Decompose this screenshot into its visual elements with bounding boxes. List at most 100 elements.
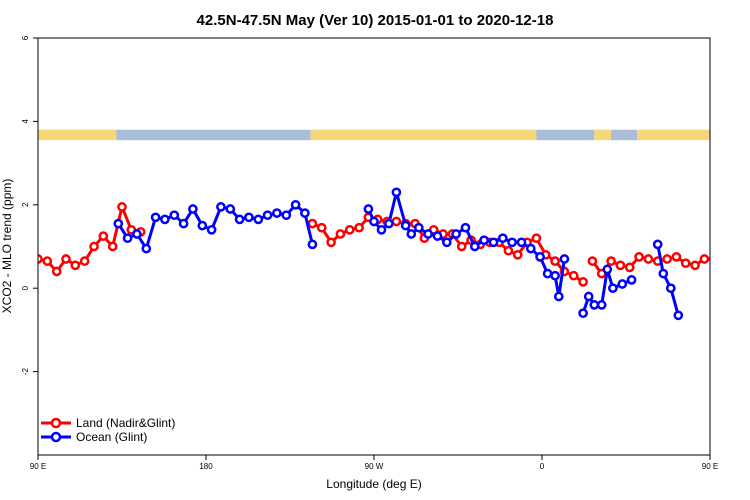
data-point-ocean-glint [150,212,161,223]
legend: Land (Nadir&Glint)Ocean (Glint) [41,416,175,444]
data-point-ocean-glint [178,218,189,229]
data-point-land-nadir-glint [578,277,588,287]
data-point-ocean-glint [535,252,545,262]
series-ocean-glint [113,187,684,321]
data-point-land-nadir-glint [587,256,598,266]
data-point-ocean-glint [225,204,236,214]
y-tick-label: 0 [21,285,30,290]
data-point-ocean-glint [608,283,618,294]
legend-swatch-marker [50,417,62,429]
data-point-ocean-glint [507,237,517,248]
data-point-ocean-glint [658,268,669,279]
data-point-ocean-glint [272,208,282,218]
data-point-ocean-glint [626,275,637,285]
x-tick-label: 180 [199,462,213,471]
data-point-ocean-glint [300,208,310,218]
data-point-ocean-glint [469,241,480,252]
data-point-ocean-glint [542,268,553,279]
data-point-land-nadir-glint [89,241,99,252]
data-point-ocean-glint [244,212,254,223]
data-point-ocean-glint [578,308,588,319]
data-point-ocean-glint [665,283,676,294]
data-point-land-nadir-glint [624,262,635,273]
data-point-land-nadir-glint [503,245,514,256]
data-point-land-nadir-glint [680,258,691,269]
data-point-ocean-glint [391,187,402,198]
data-point-ocean-glint [141,243,152,254]
x-tick-label: 90 E [30,462,46,471]
data-point-land-nadir-glint [307,218,318,229]
data-point-land-nadir-glint [550,256,560,266]
data-point-land-nadir-glint [531,233,542,244]
data-point-ocean-glint [188,204,198,214]
data-point-ocean-glint [369,216,379,227]
mask-segment-ocean-3 [536,129,595,141]
legend-label: Ocean (Glint) [76,430,147,444]
legend-item-land-nadir-glint: Land (Nadir&Glint) [41,416,175,430]
data-point-land-nadir-glint [699,254,710,264]
data-point-land-nadir-glint [42,256,53,266]
data-point-ocean-glint [206,224,217,235]
data-point-land-nadir-glint [117,202,127,212]
data-point-land-nadir-glint [98,231,109,241]
data-point-ocean-glint [602,264,613,275]
mask-segment-land-6 [637,129,710,141]
mask-segment-land-0 [38,129,117,141]
y-axis-label: XCO2 - MLO trend (ppm) [0,179,14,314]
data-point-ocean-glint [583,291,594,302]
data-point-land-nadir-glint [344,224,355,235]
data-point-land-nadir-glint [662,254,672,264]
data-point-ocean-glint [413,222,424,233]
data-point-ocean-glint [406,229,417,239]
data-point-land-nadir-glint [107,241,118,252]
y-tick-label: 4 [21,119,30,124]
x-tick-label: 0 [540,462,545,471]
data-point-ocean-glint [525,243,536,254]
data-point-land-nadir-glint [354,222,364,233]
mask-segment-ocean-1 [116,129,311,141]
data-point-land-nadir-glint [456,241,467,252]
data-point-ocean-glint [488,237,499,248]
data-point-ocean-glint [516,237,527,248]
legend-item-ocean-glint: Ocean (Glint) [41,430,147,444]
data-point-land-nadir-glint [61,254,71,264]
data-point-ocean-glint [423,229,433,239]
y-tick-label: -2 [21,367,30,375]
data-point-ocean-glint [307,239,318,250]
data-point-land-nadir-glint [690,260,700,271]
data-point-ocean-glint [197,220,208,231]
data-point-ocean-glint [234,214,245,225]
y-axis: -2 0 2 4 6 [21,35,38,375]
data-point-land-nadir-glint [568,270,579,281]
data-point-ocean-glint [451,229,461,239]
data-point-ocean-glint [216,202,226,212]
data-point-ocean-glint [400,220,411,231]
x-axis-label: Longitude (deg E) [326,477,421,491]
legend-swatch-marker [50,431,62,443]
data-point-land-nadir-glint [79,256,90,266]
data-point-ocean-glint [281,210,292,221]
y-tick-label: 2 [21,202,30,207]
data-point-land-nadir-glint [512,249,523,260]
data-point-ocean-glint [589,300,600,310]
legend-label: Land (Nadir&Glint) [76,416,175,430]
data-point-ocean-glint [376,224,387,235]
data-point-ocean-glint [550,270,560,281]
series-land-nadir-glint [38,202,710,287]
y-tick-label: 6 [21,35,30,40]
data-point-ocean-glint [596,300,607,310]
data-point-land-nadir-glint [634,252,644,262]
x-tick-label: 90 W [365,462,384,471]
data-point-ocean-glint [673,310,684,321]
data-point-land-nadir-glint [643,254,654,264]
series-layer [38,187,710,321]
data-point-ocean-glint [290,199,301,210]
data-point-ocean-glint [617,279,628,289]
data-point-ocean-glint [122,233,133,244]
data-point-ocean-glint [363,204,374,214]
data-point-land-nadir-glint [335,229,346,239]
mask-segment-land-4 [594,129,612,141]
x-tick-label: 90 E [702,462,718,471]
